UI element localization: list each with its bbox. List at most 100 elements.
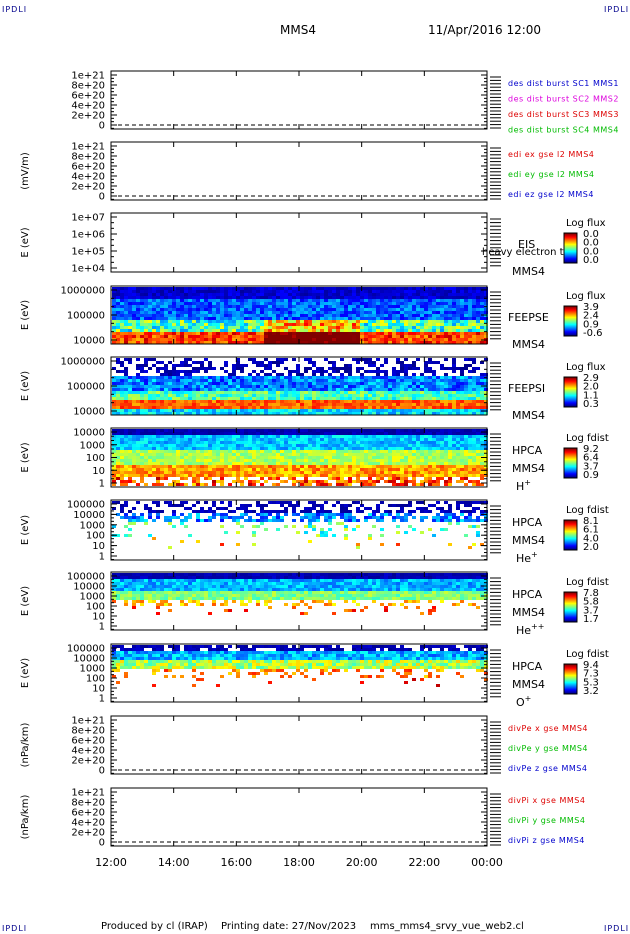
heatmap-cell: [392, 323, 396, 326]
heatmap-cell: [468, 341, 472, 344]
heatmap-cell: [176, 450, 180, 453]
heatmap-cell: [424, 299, 428, 302]
heatmap-cell: [428, 305, 432, 308]
heatmap-cell: [112, 326, 116, 329]
heatmap-cell: [148, 397, 152, 400]
heatmap-cell: [204, 459, 208, 462]
heatmap-cell: [288, 474, 292, 477]
heatmap-cell: [284, 435, 288, 438]
heatmap-cell: [312, 450, 316, 453]
heatmap-cell: [268, 388, 272, 391]
heatmap-cell: [452, 367, 456, 370]
heatmap-cell: [448, 320, 452, 323]
heatmap-cell: [160, 311, 164, 314]
colorbar-tick-label: 3.9: [583, 302, 599, 313]
heatmap-cell: [140, 385, 144, 388]
heatmap-cell: [392, 317, 396, 320]
heatmap-cell: [412, 385, 416, 388]
colorbar-segment: [564, 247, 577, 249]
heatmap-cell: [292, 400, 296, 403]
heatmap-cell: [148, 441, 152, 444]
heatmap-cell: [304, 367, 308, 370]
heatmap-cell: [340, 293, 344, 296]
heatmap-cell: [276, 438, 280, 441]
heatmap-cell: [124, 382, 128, 385]
heatmap-cell: [340, 444, 344, 447]
heatmap-cell: [140, 468, 144, 471]
heatmap-cell: [168, 382, 172, 385]
heatmap-cell: [304, 459, 308, 462]
heatmap-cell: [148, 447, 152, 450]
heatmap-cell: [272, 474, 276, 477]
heatmap-cell: [364, 311, 368, 314]
heatmap-cell: [296, 474, 300, 477]
heatmap-cell: [348, 429, 352, 432]
heatmap-cell: [428, 376, 432, 379]
spacecraft-title: MMS4: [280, 23, 316, 37]
heatmap-cell: [264, 382, 268, 385]
heatmap-cell: [456, 326, 460, 329]
heatmap-cell: [356, 367, 360, 370]
heatmap-cell: [276, 444, 280, 447]
heatmap-cell: [152, 358, 156, 361]
heatmap-cell: [348, 474, 352, 477]
heatmap-cell: [132, 459, 136, 462]
heatmap-cell: [344, 287, 348, 290]
heatmap-cell: [432, 403, 436, 406]
heatmap-cell: [444, 317, 448, 320]
heatmap-cell: [292, 471, 296, 474]
heatmap-cell: [212, 453, 216, 456]
heatmap-cell: [148, 474, 152, 477]
heatmap-cell: [364, 429, 368, 432]
heatmap-cell: [284, 394, 288, 397]
heatmap-cell: [156, 391, 160, 394]
heatmap-cell: [372, 403, 376, 406]
heatmap-cell: [368, 480, 372, 483]
heatmap-cell: [380, 379, 384, 382]
heatmap-cell: [376, 287, 380, 290]
heatmap-cell: [316, 326, 320, 329]
heatmap-cell: [232, 435, 236, 438]
heatmap-cell: [336, 379, 340, 382]
heatmap-cell: [456, 302, 460, 305]
heatmap-cell: [408, 299, 412, 302]
heatmap-cell: [128, 441, 132, 444]
heatmap-cell: [232, 453, 236, 456]
heatmap-cell: [292, 326, 296, 329]
heatmap-cell: [140, 367, 144, 370]
heatmap-cell: [436, 299, 440, 302]
heatmap-cell: [224, 320, 228, 323]
heatmap-cell: [204, 376, 208, 379]
heatmap-cell: [172, 385, 176, 388]
heatmap-cell: [428, 379, 432, 382]
heatmap-cell: [464, 391, 468, 394]
heatmap-cell: [248, 471, 252, 474]
heatmap-cell: [468, 329, 472, 332]
heatmap-cell: [184, 429, 188, 432]
heatmap-cell: [288, 314, 292, 317]
heatmap-cell: [420, 412, 424, 415]
heatmap-cell: [360, 320, 364, 323]
heatmap-cell: [172, 326, 176, 329]
heatmap-cell: [156, 379, 160, 382]
heatmap-cell: [380, 317, 384, 320]
heatmap-cell: [260, 438, 264, 441]
heatmap-cell: [420, 373, 424, 376]
heatmap-cell: [336, 438, 340, 441]
heatmap-cell: [368, 403, 372, 406]
heatmap-cell: [136, 376, 140, 379]
legend-entry: edi ez gse l2 MMS4: [508, 190, 594, 199]
heatmap-cell: [404, 394, 408, 397]
heatmap-cell: [300, 311, 304, 314]
heatmap-cell: [332, 438, 336, 441]
heatmap-cell: [176, 305, 180, 308]
heatmap-cell: [208, 305, 212, 308]
heatmap-cell: [260, 465, 264, 468]
heatmap-cell: [384, 444, 388, 447]
heatmap-cell: [416, 332, 420, 335]
heatmap-cell: [308, 471, 312, 474]
heatmap-cell: [348, 335, 352, 338]
heatmap-cell: [324, 311, 328, 314]
heatmap-cell: [248, 456, 252, 459]
heatmap-cell: [112, 308, 116, 311]
